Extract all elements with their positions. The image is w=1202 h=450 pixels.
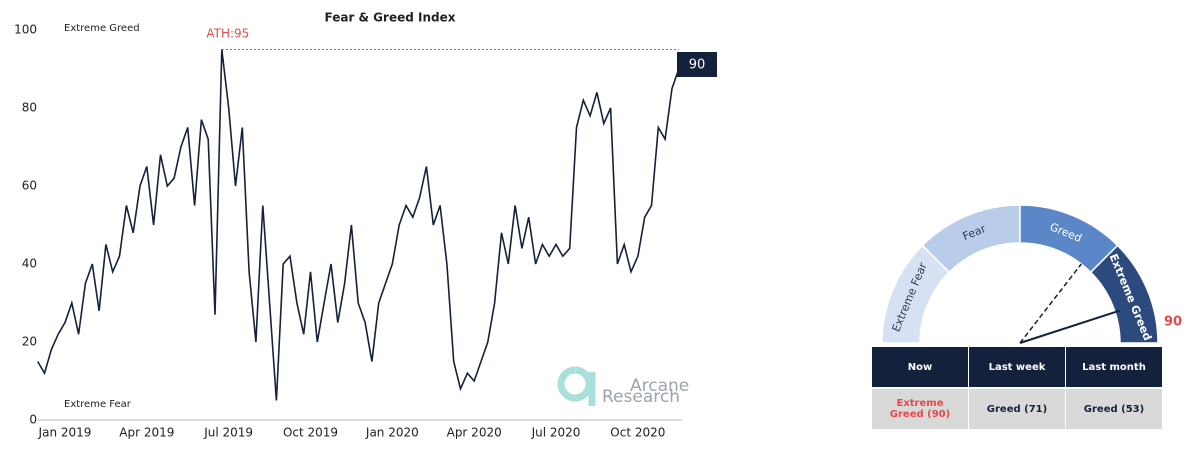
y-tick-label: 20	[22, 335, 37, 349]
x-tick-label: Apr 2019	[119, 426, 174, 440]
x-tick-label: Jan 2020	[365, 426, 419, 440]
x-tick-label: Apr 2020	[447, 426, 502, 440]
x-tick-label: Oct 2019	[283, 426, 338, 440]
end-value-label: 90	[689, 58, 706, 73]
x-tick-label: Jul 2020	[531, 426, 581, 440]
ath-label: ATH:95	[206, 27, 249, 41]
table-cell: Greed (53)	[1066, 389, 1162, 429]
annotation: Extreme Fear	[64, 399, 132, 410]
table-cell: Extreme Greed (90)	[872, 389, 968, 429]
gauge-value-label: 90	[1164, 315, 1182, 330]
table-header: Last week	[969, 347, 1065, 387]
y-tick-label: 80	[22, 101, 37, 115]
table-cell: Greed (71)	[969, 389, 1065, 429]
summary-table: Now Last week Last month Extreme Greed (…	[872, 347, 1162, 429]
needle-last-week	[1019, 263, 1082, 344]
gauge-segment	[1089, 244, 1159, 344]
watermark: Arcane	[630, 376, 689, 396]
x-tick-label: Oct 2020	[610, 426, 665, 440]
table-header: Now	[872, 347, 968, 387]
chart-title: Fear & Greed Index	[325, 11, 456, 25]
x-tick-label: Jul 2019	[203, 426, 253, 440]
x-tick-label: Jan 2019	[38, 426, 92, 440]
y-tick-label: 40	[22, 257, 37, 271]
watermark: Research	[602, 387, 680, 407]
y-tick-label: 0	[29, 413, 37, 427]
series-line	[37, 49, 680, 401]
y-tick-label: 100	[14, 23, 37, 37]
annotation: Extreme Greed	[64, 23, 140, 34]
needle-now	[1019, 309, 1121, 344]
logo	[557, 366, 596, 406]
y-tick-label: 60	[22, 179, 37, 193]
table-header: Last month	[1066, 347, 1162, 387]
end-badge	[677, 52, 717, 77]
